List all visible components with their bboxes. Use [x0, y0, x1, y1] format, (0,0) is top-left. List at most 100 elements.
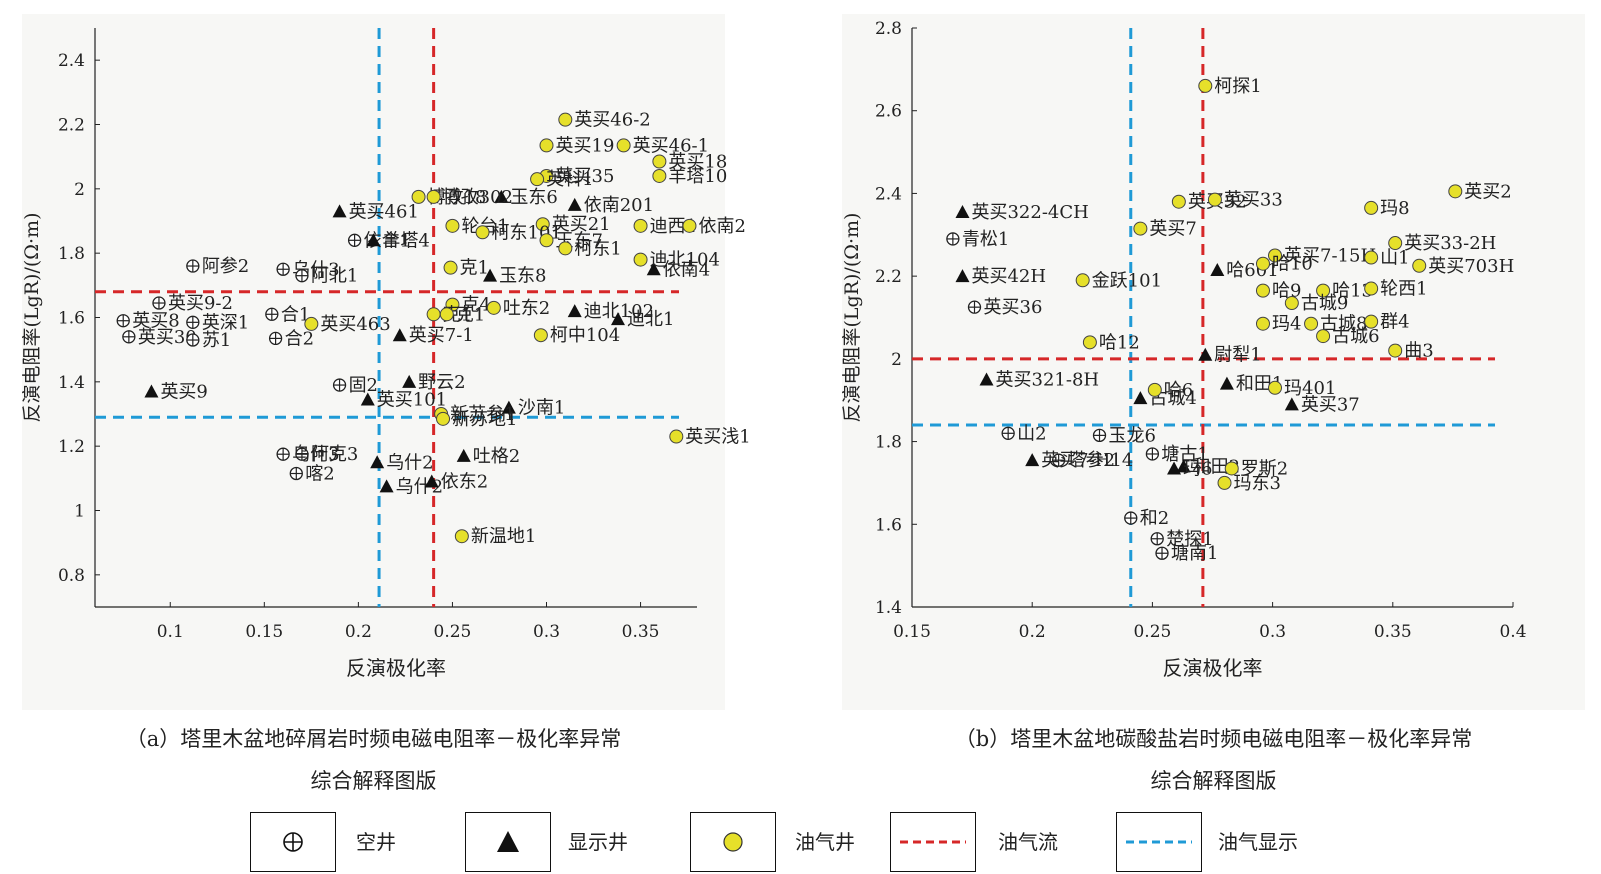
chart-b-point-label: 玛8: [1380, 198, 1409, 219]
chart-b-point-label: 群4: [1380, 312, 1409, 333]
chart-a-point-label: 固2: [349, 375, 378, 396]
chart-b-point-label: 山1: [1380, 248, 1409, 269]
chart-b-point-label: 英买33: [1224, 190, 1283, 211]
chart-a-point-label: 克1: [460, 258, 489, 279]
chart-a-point-label: 羊塔4: [382, 230, 429, 251]
chart-b-point-empty-well: [946, 232, 960, 246]
chart-a-x-tick-label: 0.25: [434, 622, 472, 642]
red-dash-line-icon: [900, 840, 966, 844]
chart-b-point-label: 古城8: [1320, 314, 1367, 335]
chart-a-point-label: 羊塔10: [668, 166, 727, 187]
legend-empty-well-label: 空井: [356, 830, 396, 854]
chart-a-point-show-well: [610, 312, 625, 326]
chart-b-point-oil-gas-well: [1268, 248, 1283, 263]
chart-b-point-label: 金跃101: [1092, 270, 1162, 291]
chart-a-point-oil-gas-well: [426, 307, 441, 322]
chart-a-y-tick-label: 0.8: [58, 566, 85, 586]
chart-b-point-oil-gas-well: [1316, 329, 1331, 344]
chart-a-point-oil-gas-well: [616, 138, 631, 153]
chart-a-point-label: 柯东1: [574, 238, 621, 259]
chart-b-y-tick-label: 2: [891, 350, 902, 370]
chart-a-point-label: 依南2: [698, 216, 745, 237]
chart-a-x-tick-label: 0.3: [533, 622, 560, 642]
chart-a-point-show-well: [144, 384, 159, 398]
chart-a-point-show-well: [646, 262, 661, 276]
chart-a-point-label: 喀2: [305, 464, 334, 485]
caption-a-line2: 综合解释图版: [310, 769, 437, 793]
chart-b-point-label: 玛6: [1183, 458, 1212, 479]
chart-a-point-label: 合2: [285, 328, 314, 349]
chart-a-point-label: 阿北1: [311, 266, 358, 287]
chart-a-point-oil-gas-well: [304, 316, 319, 331]
chart-b-x-tick-label: 0.3: [1259, 622, 1286, 642]
chart-a-point-label: 玉东8: [499, 266, 546, 287]
chart-b-point-oil-gas-well: [1075, 273, 1090, 288]
chart-b-point-label: 英买703H: [1428, 256, 1514, 277]
chart-b-point-label: 塘古1: [1161, 444, 1208, 465]
chart-a-point-oil-gas-well: [633, 218, 648, 233]
chart-a-point-label: 英买461: [349, 201, 419, 222]
chart-a-x-tick-label: 0.15: [245, 622, 283, 642]
chart-a-point-show-well: [494, 189, 509, 203]
chart-a-point-label: 依南201: [584, 195, 654, 216]
chart-a-point-label: 新苏参1: [450, 404, 515, 425]
chart-a-point-label: 英买9: [160, 381, 207, 402]
chart-a-point-label: 英买19: [556, 135, 615, 156]
chart-b-y-tick-label: 2.2: [875, 267, 902, 287]
chart-b-y-tick-label: 2.4: [875, 184, 902, 204]
chart-b-point-oil-gas-well: [1364, 314, 1379, 329]
chart-a-point-label: 英买46-1: [633, 135, 709, 156]
chart-a-point-empty-well: [295, 269, 309, 283]
chart-a-point-empty-well: [122, 330, 136, 344]
chart-a-x-axis-label: 反演极化率: [346, 656, 446, 680]
chart-b-point-oil-gas-well: [1255, 283, 1270, 298]
chart-b-y-tick-label: 2.6: [875, 102, 902, 122]
chart-a-point-empty-well: [152, 296, 166, 310]
chart-b-point-empty-well: [1150, 532, 1164, 546]
chart-a-point-show-well: [567, 304, 582, 318]
chart-b-point-oil-gas-well: [1255, 256, 1270, 271]
blue-dash-line-icon: [1126, 840, 1192, 844]
chart-a-point-label: 英买101: [377, 390, 447, 411]
chart-a-point-show-well: [483, 268, 498, 282]
caption-a-line1: （a）塔里木盆地碎屑岩时频电磁电阻率－极化率异常: [125, 727, 622, 751]
chart-a-point-label: 英深1: [202, 312, 249, 333]
legend-empty-well-swatch: [250, 812, 336, 872]
chart-a-backdrop: [22, 14, 725, 710]
chart-b-point-oil-gas-well: [1316, 283, 1331, 298]
chart-b-point-oil-gas-well: [1412, 258, 1427, 273]
chart-b-x-tick-label: 0.15: [893, 622, 931, 642]
chart-b-point-label: 英买37: [1301, 394, 1360, 415]
chart-a-point-show-well: [392, 328, 407, 342]
chart-b-point-show-well: [1198, 347, 1213, 361]
chart-a-point-oil-gas-well: [426, 189, 441, 204]
chart-a-point-empty-well: [186, 315, 200, 329]
chart-b-point-oil-gas-well: [1133, 221, 1148, 236]
chart-b-point-label: 哈9: [1272, 281, 1301, 302]
caption-b: （b）塔里木盆地碳酸盐岩时频电磁电阻率－极化率异常 综合解释图版: [842, 718, 1585, 802]
chart-b-point-label: 英买7-H14: [1041, 450, 1133, 471]
chart-a-x-tick-label: 0.2: [345, 622, 372, 642]
chart-a-point-label: 克1: [456, 304, 485, 325]
chart-b-point-oil-gas-well: [1364, 281, 1379, 296]
chart-b-point-show-well: [1176, 459, 1191, 473]
chart-b-point-label: 和2: [1140, 508, 1169, 529]
chart-a-point-label: 英买18: [668, 151, 727, 172]
chart-b-point-oil-gas-well: [1388, 343, 1403, 358]
yellow-circle-icon: [723, 832, 743, 852]
chart-b-point-empty-well: [1051, 453, 1066, 467]
chart-a-point-empty-well: [347, 233, 362, 247]
chart-a-point-label: 英买8: [132, 311, 179, 332]
legend-show-well-swatch: [465, 812, 551, 872]
chart-a-y-tick-label: 2: [74, 180, 85, 200]
chart-a-point-label: 依东2: [441, 472, 488, 493]
chart-b-point-oil-gas-well: [1207, 192, 1222, 207]
chart-a-point-label: 迪北104: [650, 250, 720, 271]
legend-oil-gas-flow-label: 油气流: [998, 830, 1058, 854]
chart-b: 0.15 0.2 0.25 0.3 0.35 0.4 1.4 1.6 1.8 2 2.2 2.4 2.6…: [841, 19, 1527, 680]
chart-b-point-show-well: [979, 372, 994, 386]
legend-oil-gas-well-swatch: [690, 812, 776, 872]
chart-a-point-label: 博孜18: [428, 187, 487, 208]
chart-b-y-tick-label: 2.8: [875, 19, 902, 39]
chart-b-point-show-well: [955, 205, 970, 219]
